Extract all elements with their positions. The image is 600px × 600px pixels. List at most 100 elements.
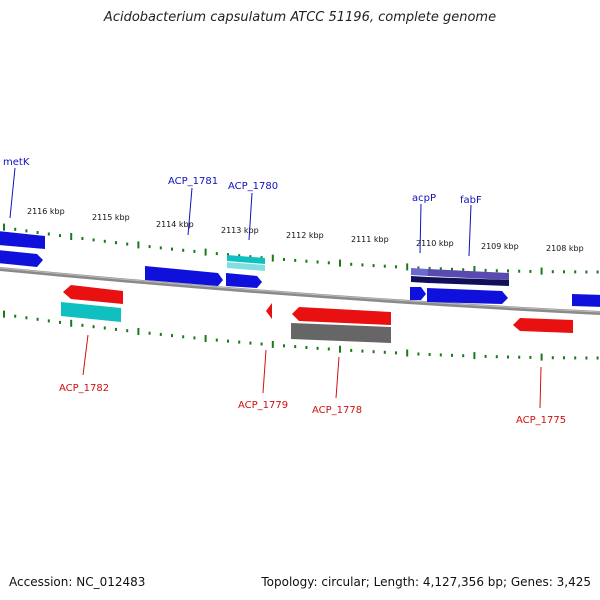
gene-label-acp1778[interactable]: ACP_1778 [312,405,362,416]
scale-tick [495,269,498,273]
scale-tick [47,232,50,236]
scale-tick [215,252,218,256]
forward-genes [0,231,600,307]
reverse-genes [61,285,573,343]
scale-tick [238,340,241,344]
gene-feature[interactable] [61,302,121,322]
gene-label-acpP[interactable]: acpP [412,193,436,204]
gene-feature[interactable] [0,250,43,267]
gene-feature[interactable] [572,294,600,307]
scale-tick [361,263,364,267]
gene-label-acp1775[interactable]: ACP_1775 [516,415,566,426]
scale-tick [47,319,50,323]
scale-tick [507,355,509,359]
gene-feature[interactable] [227,262,265,271]
scale-tick [495,355,498,359]
gene-feature[interactable] [0,231,45,249]
scale-tick [294,258,297,262]
scale-tick [182,335,185,339]
gene-feature[interactable] [227,255,265,264]
map-title: Acidobacterium capsulatum ATCC 51196, co… [103,10,497,25]
scale-tick [238,254,241,258]
label-leaders [9,167,542,409]
scale-tick [596,270,599,274]
scale-tick [126,242,129,246]
scale-tick [204,335,207,342]
scale-tick [92,325,95,329]
scale-tick [316,260,319,264]
scale-tick [439,267,442,271]
scale-label: 2112 kbp [286,231,324,240]
scale-tick [294,345,297,349]
scale-tick [574,270,577,274]
scale-tick [551,356,554,360]
gene-feature[interactable] [410,287,426,300]
scale-tick [540,353,543,361]
gene-feature[interactable] [411,276,428,283]
scale-tick [507,269,509,273]
scale-tick [451,267,453,271]
gene-feature[interactable] [428,277,509,286]
scale-tick [171,247,173,251]
gene-feature[interactable] [513,318,573,333]
gene-labels: metK ACP_1781 ACP_1780 acpP fabF ACP_178… [3,157,566,426]
scale-label: 2113 kbp [221,226,259,235]
scale-tick [148,331,151,335]
gene-label-acp1779[interactable]: ACP_1779 [238,400,288,411]
scale-tick [339,345,341,353]
scale-labels: 2116 kbp 2115 kbp 2114 kbp 2113 kbp 2112… [27,207,584,253]
scale-tick [215,338,218,342]
scale-tick [406,349,409,357]
scale-tick [563,270,565,274]
gene-feature[interactable] [291,323,391,343]
gene-feature[interactable] [411,268,428,276]
scale-tick [59,234,61,238]
scale-tick [103,239,106,243]
scale-tick [327,261,330,265]
scale-tick [439,353,442,357]
scale-tick [260,256,263,260]
scale-tick [596,356,599,360]
genome-summary: Topology: circular; Length: 4,127,356 bp… [261,575,591,589]
accession-text: Accession: NC_012483 [9,575,146,589]
scale-tick [193,336,196,340]
scale-tick [283,258,285,261]
scale-tick [327,347,330,351]
gene-label-acp1782[interactable]: ACP_1782 [59,383,109,394]
inner-tick-ring [3,310,599,361]
scale-tick [227,339,229,343]
scale-tick [204,248,207,256]
scale-tick [137,328,140,335]
scale-tick [249,255,252,259]
scale-label: 2115 kbp [92,213,130,222]
gene-label-acp1780[interactable]: ACP_1780 [228,181,278,192]
gene-feature[interactable] [292,307,391,325]
scale-label: 2108 kbp [546,244,584,253]
gene-label-acp1781[interactable]: ACP_1781 [168,176,218,187]
gene-feature[interactable] [145,266,223,286]
scale-tick [372,350,375,354]
scale-tick [305,259,308,263]
scale-tick [3,223,5,231]
gene-feature[interactable] [428,269,509,280]
gene-feature[interactable] [266,303,272,319]
scale-tick [59,320,61,324]
scale-tick [249,341,252,345]
scale-tick [25,316,28,320]
gene-label-metK[interactable]: metK [3,157,30,168]
gene-label-fabF[interactable]: fabF [460,195,482,206]
scale-tick [81,237,84,240]
scale-label: 2109 kbp [481,242,519,251]
scale-tick [529,269,532,273]
scale-tick [428,266,431,270]
scale-tick [417,266,420,270]
scale-tick [372,264,375,268]
scale-tick [451,353,453,357]
gene-feature[interactable] [427,288,508,304]
gene-feature[interactable] [63,285,123,304]
scale-tick [563,356,565,360]
scale-tick [417,352,420,356]
gene-feature[interactable] [226,273,262,288]
scale-tick [361,349,364,353]
